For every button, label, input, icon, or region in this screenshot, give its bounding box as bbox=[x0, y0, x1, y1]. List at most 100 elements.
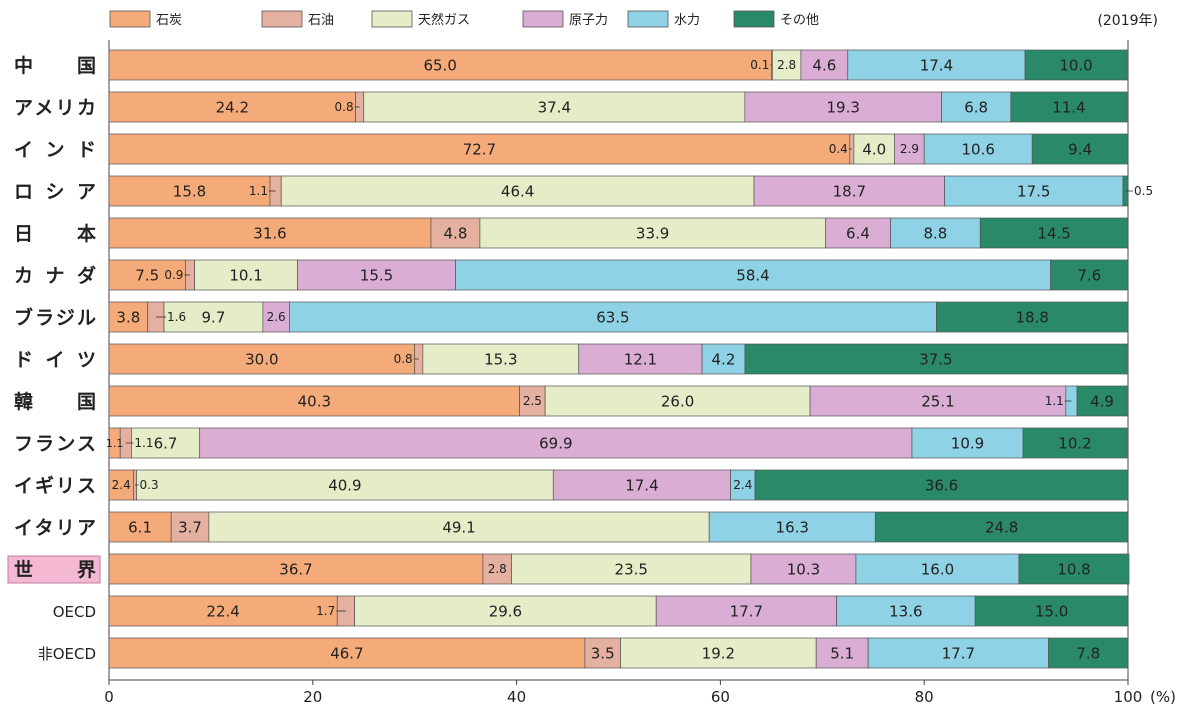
segment-value-label: 8.8 bbox=[923, 224, 947, 242]
category-label: 韓 bbox=[14, 390, 33, 413]
segment-value-label: 37.4 bbox=[538, 98, 571, 116]
category-label: インド bbox=[14, 139, 96, 161]
segment-value-label: 37.5 bbox=[919, 350, 952, 368]
category-label: ブラジル bbox=[14, 306, 96, 329]
segment-value-label: 0.5 bbox=[1134, 184, 1153, 198]
bar-segment-4 bbox=[890, 217, 981, 249]
legend-label: 原子力 bbox=[569, 13, 608, 28]
segment-value-label: 19.3 bbox=[826, 98, 859, 116]
segment-value-label: 1.1 bbox=[134, 436, 153, 450]
bar-row: フランス 1.1 1.1 6.7 69.9 10.9 10.2 bbox=[14, 427, 1128, 459]
bar-segment-5 bbox=[874, 511, 1129, 543]
bar-segment-3 bbox=[744, 91, 942, 123]
segment-value-label: 33.9 bbox=[636, 224, 669, 242]
bar-segment-4 bbox=[730, 469, 756, 501]
segment-value-label: 18.7 bbox=[833, 182, 866, 200]
segment-value-label: 25.1 bbox=[921, 392, 954, 410]
segment-value-label: 7.6 bbox=[1077, 266, 1101, 284]
segment-value-label: 3.8 bbox=[116, 308, 140, 326]
category-label: イギリス bbox=[14, 475, 96, 497]
segment-value-label: 19.2 bbox=[702, 644, 735, 662]
bar-segment-2 bbox=[544, 385, 811, 417]
category-label: 世 bbox=[14, 559, 33, 581]
bar-row: OECD 22.4 1.7 29.6 17.7 13.6 15.0 bbox=[53, 595, 1129, 627]
segment-value-label: 9.4 bbox=[1068, 140, 1092, 158]
segment-value-label: 31.6 bbox=[253, 224, 286, 242]
bar-segment-3 bbox=[825, 217, 891, 249]
segment-value-label: 15.3 bbox=[484, 350, 517, 368]
bar-segment-2 bbox=[208, 511, 710, 543]
segment-value-label: 15.8 bbox=[173, 182, 206, 200]
segment-value-label: 2.8 bbox=[777, 58, 796, 72]
segment-value-label: 17.7 bbox=[942, 644, 975, 662]
bar-segment-3 bbox=[815, 637, 869, 669]
segment-value-label: 1.1 bbox=[1045, 394, 1064, 408]
bar-segment-5 bbox=[1050, 259, 1129, 291]
bar-segment-0 bbox=[108, 553, 484, 585]
bar-segment-4 bbox=[289, 301, 937, 333]
segment-value-label: 10.2 bbox=[1058, 434, 1091, 452]
bar-row: 中 国 65.0 0.1 2.8 4.6 17.4 10.0 bbox=[14, 49, 1128, 81]
segment-value-label: 9.7 bbox=[202, 308, 226, 326]
segment-value-label: 2.5 bbox=[523, 394, 542, 408]
segment-value-label: 49.1 bbox=[442, 518, 475, 536]
category-label-tail: 界 bbox=[77, 559, 96, 581]
bar-segment-0 bbox=[108, 217, 432, 249]
segment-value-label: 6.4 bbox=[846, 224, 870, 242]
bar-segment-1 bbox=[170, 511, 210, 543]
segment-value-label: 6.1 bbox=[128, 518, 152, 536]
segment-value-label: 3.5 bbox=[591, 644, 615, 662]
bar-segment-0 bbox=[108, 91, 356, 123]
segment-value-label: 0.8 bbox=[394, 352, 413, 366]
bar-segment-0 bbox=[108, 259, 186, 291]
bar-segment-3 bbox=[894, 133, 925, 165]
x-tick-label: 40 bbox=[507, 688, 526, 706]
segment-value-label: 3.7 bbox=[178, 518, 202, 536]
bar-segment-5 bbox=[1022, 427, 1128, 459]
segment-value-label: 17.4 bbox=[920, 56, 953, 74]
bar-segment-3 bbox=[199, 427, 913, 459]
segment-value-label: 36.7 bbox=[279, 560, 312, 578]
bar-segment-1 bbox=[482, 553, 512, 585]
x-tick-label: 0 bbox=[104, 688, 114, 706]
legend-label: 天然ガス bbox=[418, 12, 470, 28]
segment-value-label: 4.0 bbox=[862, 140, 886, 158]
year-note: (2019年) bbox=[1097, 13, 1158, 29]
bar-segment-4 bbox=[941, 91, 1012, 123]
segment-value-label: 15.0 bbox=[1035, 602, 1068, 620]
bar-segment-5 bbox=[754, 469, 1129, 501]
segment-value-label: 17.4 bbox=[625, 476, 658, 494]
bar-segment-3 bbox=[800, 49, 849, 81]
segment-value-label: 10.0 bbox=[1059, 56, 1092, 74]
legend-swatch bbox=[522, 10, 564, 28]
x-tick-label: 60 bbox=[711, 688, 730, 706]
segment-value-label: 30.0 bbox=[245, 350, 278, 368]
bar-segment-0 bbox=[108, 469, 134, 501]
segment-value-label: 0.4 bbox=[829, 142, 848, 156]
category-label: フランス bbox=[14, 433, 96, 455]
segment-value-label: 36.6 bbox=[925, 476, 958, 494]
category-label: 非OECD bbox=[38, 645, 96, 663]
bar-segment-0 bbox=[108, 175, 271, 207]
segment-value-label: 4.6 bbox=[812, 56, 836, 74]
bar-segment-3 bbox=[297, 259, 456, 291]
bar-segment-5 bbox=[1031, 133, 1129, 165]
segment-value-label: 2.8 bbox=[488, 562, 507, 576]
segment-value-label: 69.9 bbox=[539, 434, 572, 452]
legend-swatch bbox=[733, 10, 775, 28]
legend-label: 石油 bbox=[308, 13, 334, 28]
category-label: ドイツ bbox=[14, 349, 96, 371]
bar-segment-5 bbox=[974, 595, 1129, 627]
bar-row: ブラジル 3.8 1.6 9.7 2.6 63.5 18.8 bbox=[14, 301, 1129, 333]
segment-value-label: 40.9 bbox=[328, 476, 361, 494]
segment-value-label: 0.3 bbox=[140, 478, 159, 492]
category-label-tail: 本 bbox=[77, 222, 96, 245]
bar-segment-5 bbox=[1076, 385, 1128, 417]
segment-value-label: 1.1 bbox=[249, 184, 268, 198]
bar-segment-0 bbox=[108, 595, 338, 627]
segment-value-label: 63.5 bbox=[596, 308, 629, 326]
bar-segment-5 bbox=[744, 343, 1128, 375]
segment-value-label: 7.8 bbox=[1076, 644, 1100, 662]
bar-row: 日 本 31.6 4.8 33.9 6.4 8.8 14.5 bbox=[14, 217, 1129, 249]
